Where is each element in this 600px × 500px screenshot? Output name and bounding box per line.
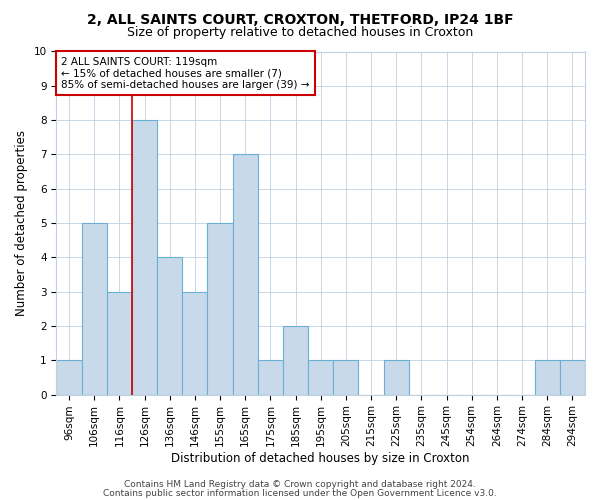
Bar (157, 258, 182, 394)
Y-axis label: Number of detached properties: Number of detached properties (15, 130, 28, 316)
Bar (535, 360, 560, 394)
Bar (560, 360, 585, 394)
Bar (233, 154, 258, 394)
Text: Contains public sector information licensed under the Open Government Licence v3: Contains public sector information licen… (103, 488, 497, 498)
Bar (208, 223, 233, 394)
Bar (333, 360, 358, 394)
Text: Size of property relative to detached houses in Croxton: Size of property relative to detached ho… (127, 26, 473, 39)
Bar (82, 223, 107, 394)
Text: Contains HM Land Registry data © Crown copyright and database right 2024.: Contains HM Land Registry data © Crown c… (124, 480, 476, 489)
Bar (182, 292, 208, 395)
Bar (308, 360, 333, 394)
Bar (107, 292, 132, 395)
Bar (56, 360, 82, 394)
Text: 2 ALL SAINTS COURT: 119sqm
← 15% of detached houses are smaller (7)
85% of semi-: 2 ALL SAINTS COURT: 119sqm ← 15% of deta… (61, 56, 310, 90)
X-axis label: Distribution of detached houses by size in Croxton: Distribution of detached houses by size … (172, 452, 470, 465)
Text: 2, ALL SAINTS COURT, CROXTON, THETFORD, IP24 1BF: 2, ALL SAINTS COURT, CROXTON, THETFORD, … (86, 12, 514, 26)
Bar (383, 360, 409, 394)
Bar (283, 326, 308, 394)
Bar (258, 360, 283, 394)
Bar (132, 120, 157, 394)
